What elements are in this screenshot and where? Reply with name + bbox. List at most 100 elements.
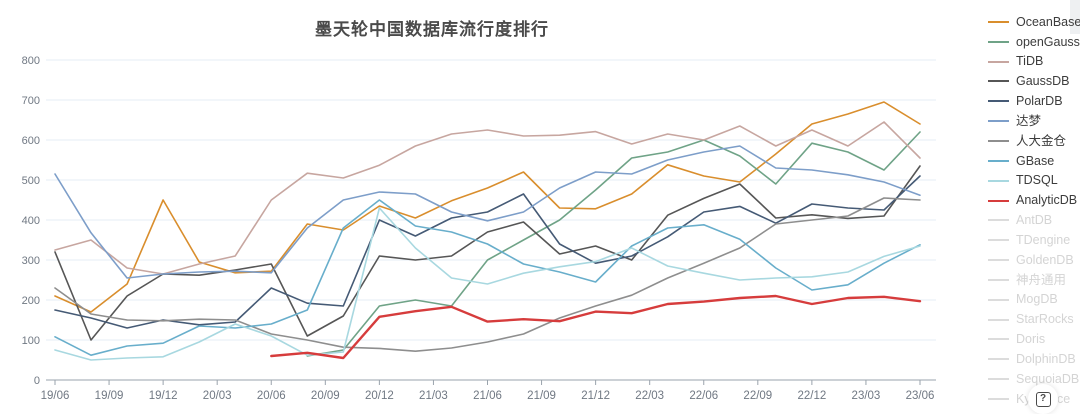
legend-item-AnalyticDB[interactable]: AnalyticDB <box>988 191 1080 211</box>
legend-label: MogDB <box>1016 292 1058 307</box>
legend-label: GaussDB <box>1016 74 1070 89</box>
legend-item-DolphinDB[interactable]: DolphinDB <box>988 349 1080 369</box>
legend-line-swatch <box>988 378 1009 381</box>
x-axis-label: 21/03 <box>419 390 448 402</box>
legend-label: 人大金仓 <box>1016 133 1067 148</box>
legend-line-swatch <box>988 139 1009 142</box>
legend-line-swatch <box>988 338 1009 341</box>
series-line-openGauss <box>306 131 921 357</box>
series-line-人大金仓 <box>54 197 921 353</box>
x-axis-label: 21/09 <box>527 390 556 402</box>
x-axis-label: 19/06 <box>41 390 70 402</box>
legend-line-swatch <box>988 278 1009 281</box>
x-axis-label: 21/06 <box>473 390 502 402</box>
y-axis-label: 100 <box>22 335 40 347</box>
series-line-达梦 <box>54 145 921 279</box>
legend-line-swatch <box>988 298 1009 301</box>
series-line-TiDB <box>54 121 921 275</box>
x-axis-label: 22/03 <box>635 390 664 402</box>
legend-item-Doris[interactable]: Doris <box>988 330 1080 350</box>
x-axis-label: 21/12 <box>581 390 610 402</box>
y-axis-label: 500 <box>22 175 40 187</box>
legend-line-swatch <box>988 159 1009 162</box>
legend-item-神舟通用[interactable]: 神舟通用 <box>988 270 1080 290</box>
legend-label: TDSQL <box>1016 173 1058 188</box>
legend-label: Doris <box>1016 332 1046 347</box>
legend-item-TiDB[interactable]: TiDB <box>988 52 1080 72</box>
legend-label: GBase <box>1016 153 1055 168</box>
legend-line-swatch <box>988 80 1009 83</box>
y-axis-label: 400 <box>22 215 40 227</box>
help-icon: ? <box>1035 391 1051 407</box>
legend-label: TiDB <box>1016 54 1044 69</box>
series-line-TDSQL <box>54 207 921 361</box>
legend-label: TDengine <box>1016 232 1071 247</box>
x-axis-label: 22/12 <box>797 390 826 402</box>
legend-label: AntDB <box>1016 213 1053 228</box>
x-axis-label: 23/03 <box>852 390 881 402</box>
x-axis-label: 20/12 <box>365 390 394 402</box>
legend-item-GoldenDB[interactable]: GoldenDB <box>988 250 1080 270</box>
legend-item-GaussDB[interactable]: GaussDB <box>988 72 1080 92</box>
y-axis-label: 300 <box>22 255 40 267</box>
legend-line-swatch <box>988 20 1009 23</box>
legend-item-TDengine[interactable]: TDengine <box>988 230 1080 250</box>
chart-title: 墨天轮中国数据库流行度排行 <box>315 20 549 39</box>
legend-line-swatch <box>988 179 1009 182</box>
legend-line-swatch <box>988 120 1009 123</box>
series-line-GaussDB <box>54 165 921 341</box>
legend-line-swatch <box>988 239 1009 242</box>
legend-item-StarRocks[interactable]: StarRocks <box>988 310 1080 330</box>
legend-label: StarRocks <box>1016 312 1074 327</box>
legend-item-SequoiaDB[interactable]: SequoiaDB <box>988 369 1080 389</box>
legend-label: DolphinDB <box>1016 352 1076 367</box>
help-button[interactable]: ? <box>1028 384 1058 414</box>
legend-line-swatch <box>988 60 1009 63</box>
legend-line-swatch <box>988 219 1009 222</box>
x-axis-label: 22/06 <box>689 390 718 402</box>
legend-line-swatch <box>988 259 1009 262</box>
legend-item-AntDB[interactable]: AntDB <box>988 210 1080 230</box>
legend-item-达梦[interactable]: 达梦 <box>988 111 1080 131</box>
legend-line-swatch <box>988 397 1009 400</box>
series-line-AnalyticDB <box>270 294 922 360</box>
x-axis-label: 20/03 <box>203 390 232 402</box>
y-axis-label: 700 <box>22 95 40 107</box>
legend-item-TDSQL[interactable]: TDSQL <box>988 171 1080 191</box>
legend-line-swatch <box>988 100 1009 103</box>
y-axis-label: 0 <box>34 375 40 387</box>
legend-label: 达梦 <box>1016 113 1042 128</box>
legend-item-人大金仓[interactable]: 人大金仓 <box>988 131 1080 151</box>
legend-label: SequoiaDB <box>1016 371 1080 386</box>
legend-label: 神舟通用 <box>1016 272 1067 287</box>
x-axis-label: 23/06 <box>906 390 935 402</box>
legend-item-GBase[interactable]: GBase <box>988 151 1080 171</box>
legend-line-swatch <box>988 318 1009 321</box>
x-axis-label: 20/06 <box>257 390 286 402</box>
x-axis-label: 20/09 <box>311 390 340 402</box>
series-line-GBase <box>54 199 921 357</box>
legend-label: AnalyticDB <box>1016 193 1078 208</box>
legend-label: openGauss <box>1016 34 1080 49</box>
legend-item-OceanBase[interactable]: OceanBase <box>988 12 1080 32</box>
legend-label: PolarDB <box>1016 94 1063 109</box>
legend-line-swatch <box>988 358 1009 361</box>
legend-line-swatch <box>988 40 1009 43</box>
x-axis-label: 19/12 <box>149 390 178 402</box>
y-axis-label: 600 <box>22 135 40 147</box>
y-axis-label: 200 <box>22 295 40 307</box>
y-axis-label: 800 <box>22 55 40 67</box>
series-line-OceanBase <box>54 101 921 313</box>
x-axis-label: 19/09 <box>95 390 124 402</box>
page-edge-strip <box>1070 0 1080 34</box>
legend-line-swatch <box>988 199 1009 202</box>
legend: OceanBase openGauss TiDB GaussDB PolarDB 达梦人大… <box>988 12 1080 409</box>
legend-item-MogDB[interactable]: MogDB <box>988 290 1080 310</box>
legend-label: GoldenDB <box>1016 252 1074 267</box>
legend-label: OceanBase <box>1016 14 1080 29</box>
legend-item-PolarDB[interactable]: PolarDB <box>988 91 1080 111</box>
legend-item-openGauss[interactable]: openGauss <box>988 32 1080 52</box>
x-axis-label: 22/09 <box>743 390 772 402</box>
